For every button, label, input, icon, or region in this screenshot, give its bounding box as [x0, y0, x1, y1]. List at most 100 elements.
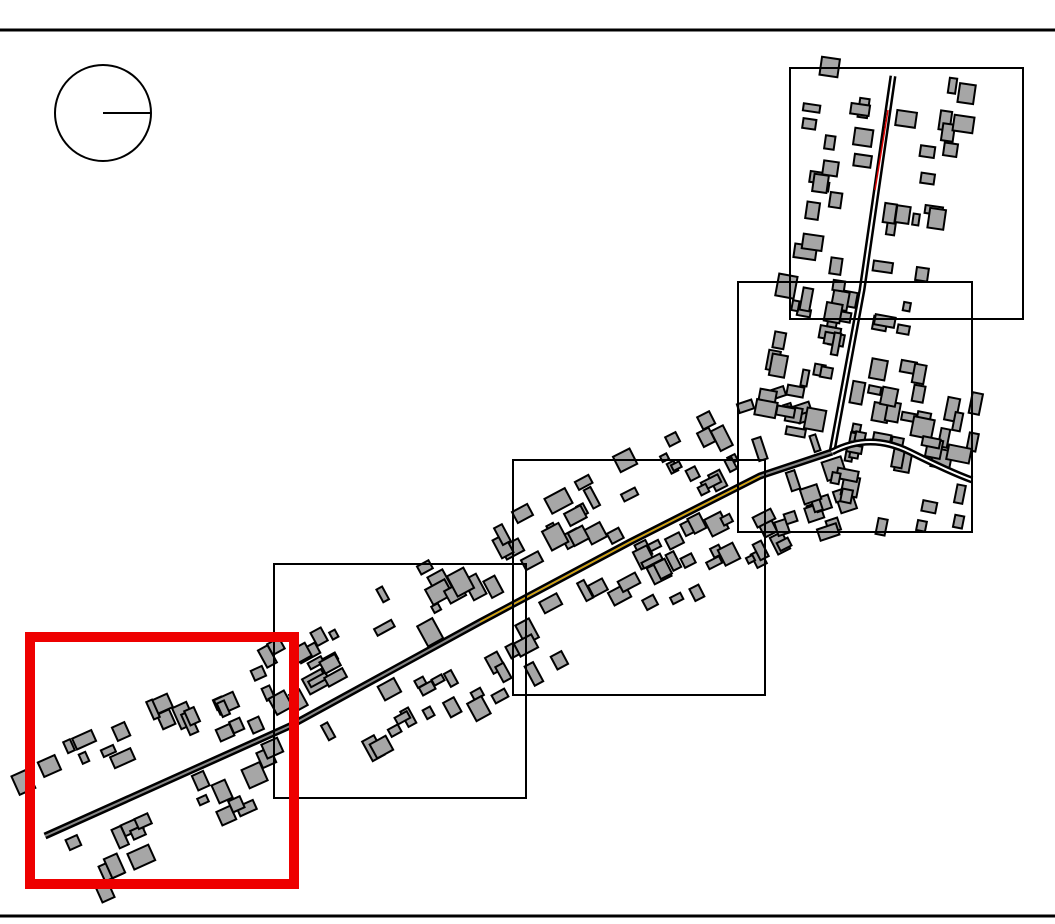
building: [709, 423, 735, 453]
building: [684, 464, 702, 483]
building: [956, 81, 977, 106]
building: [64, 833, 83, 852]
building: [894, 108, 919, 129]
building: [800, 232, 825, 253]
building: [543, 486, 574, 516]
building: [790, 299, 801, 313]
selected-frame[interactable]: [25, 632, 299, 889]
building: [828, 256, 844, 276]
building: [215, 699, 232, 719]
building: [99, 743, 118, 759]
building: [441, 695, 463, 719]
building: [445, 566, 476, 598]
building: [799, 368, 811, 388]
building: [848, 379, 867, 406]
building: [878, 385, 900, 408]
building: [867, 357, 889, 382]
building: [537, 591, 564, 615]
building: [540, 521, 570, 552]
building: [492, 522, 513, 547]
building: [782, 509, 799, 526]
building: [582, 520, 609, 546]
main-road-center: [44, 451, 833, 837]
frame: [737, 281, 973, 533]
building: [663, 530, 686, 551]
building: [926, 206, 948, 231]
building: [852, 152, 874, 169]
building: [430, 673, 446, 687]
building: [669, 459, 684, 473]
north-arrow: [54, 64, 152, 162]
building: [901, 300, 913, 313]
building: [951, 113, 976, 135]
building: [490, 687, 510, 705]
building: [573, 473, 594, 492]
building: [465, 694, 493, 723]
building: [562, 503, 589, 528]
building: [919, 171, 937, 186]
building: [210, 778, 234, 805]
building: [829, 331, 843, 357]
building: [605, 526, 626, 546]
building: [640, 593, 660, 612]
building: [735, 398, 756, 415]
building: [818, 365, 835, 380]
building: [910, 362, 928, 386]
building: [260, 736, 285, 760]
building: [913, 265, 931, 283]
building: [810, 172, 831, 195]
building: [821, 159, 840, 178]
building: [133, 811, 154, 831]
building: [415, 558, 435, 576]
building: [249, 664, 268, 682]
east-road-center: [831, 441, 973, 481]
road-highlight-red: [874, 109, 889, 191]
building: [442, 668, 460, 689]
building: [801, 116, 818, 131]
building: [493, 661, 513, 684]
building: [688, 583, 706, 603]
building: [423, 577, 455, 607]
building: [616, 571, 642, 594]
building: [582, 485, 602, 510]
building: [214, 722, 236, 743]
building: [909, 415, 936, 441]
building: [61, 737, 77, 755]
building: [704, 554, 724, 571]
building: [839, 487, 855, 505]
building: [920, 499, 939, 515]
building: [368, 734, 395, 760]
building: [77, 750, 91, 766]
building: [393, 709, 412, 726]
building: [774, 272, 799, 300]
building: [586, 577, 610, 599]
building: [482, 574, 505, 600]
building: [785, 383, 806, 399]
building: [190, 769, 211, 792]
building: [195, 793, 211, 807]
building: [386, 722, 403, 739]
building: [767, 352, 790, 379]
building: [849, 101, 872, 118]
building: [808, 433, 822, 454]
building: [945, 443, 973, 465]
building: [668, 591, 685, 606]
building: [784, 425, 808, 439]
building: [829, 470, 842, 486]
building: [866, 384, 883, 397]
building: [619, 486, 640, 503]
frame: [789, 67, 1024, 320]
building: [549, 649, 570, 671]
building: [910, 383, 927, 404]
building: [36, 753, 63, 779]
building: [319, 720, 337, 742]
building: [256, 643, 279, 669]
building: [716, 541, 742, 568]
building: [775, 536, 793, 553]
building: [110, 824, 131, 850]
building: [128, 824, 148, 841]
building: [372, 618, 397, 638]
building: [246, 715, 266, 735]
